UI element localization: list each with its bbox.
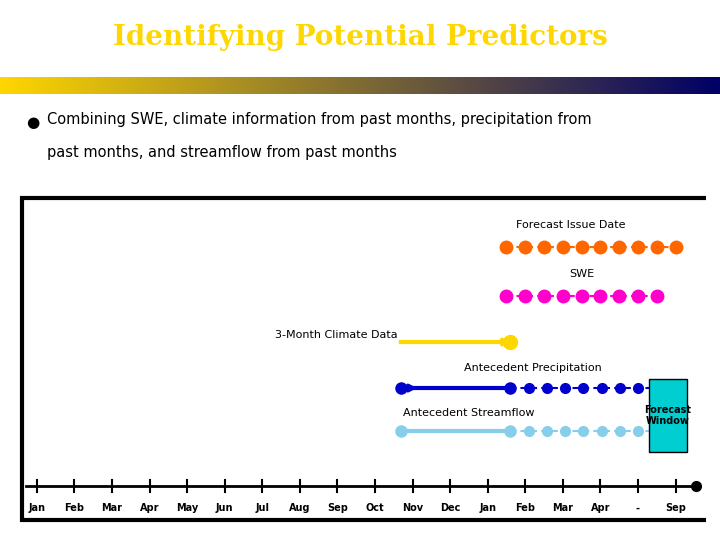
Text: Forecast
Window: Forecast Window <box>644 405 691 427</box>
Text: -: - <box>636 503 640 514</box>
Text: past months, and streamflow from past months: past months, and streamflow from past mo… <box>47 145 397 160</box>
Text: Dec: Dec <box>440 503 460 514</box>
Text: Jan: Jan <box>28 503 45 514</box>
Text: Apr: Apr <box>590 503 610 514</box>
Text: Mar: Mar <box>102 503 122 514</box>
Text: ●: ● <box>26 115 39 130</box>
Text: Feb: Feb <box>64 503 84 514</box>
Text: Jun: Jun <box>216 503 233 514</box>
Text: May: May <box>176 503 198 514</box>
Text: 3-Month Climate Data: 3-Month Climate Data <box>275 330 397 340</box>
Text: Combining SWE, climate information from past months, precipitation from: Combining SWE, climate information from … <box>47 111 591 126</box>
Text: Antecedent Precipitation: Antecedent Precipitation <box>464 363 602 373</box>
Text: Mar: Mar <box>552 503 573 514</box>
Text: Jul: Jul <box>255 503 269 514</box>
Text: Sep: Sep <box>665 503 686 514</box>
Text: Oct: Oct <box>366 503 384 514</box>
Text: Identifying Potential Predictors: Identifying Potential Predictors <box>112 24 608 51</box>
Text: Feb: Feb <box>516 503 535 514</box>
Text: Sep: Sep <box>327 503 348 514</box>
Text: Apr: Apr <box>140 503 159 514</box>
Text: Nov: Nov <box>402 503 423 514</box>
Text: Aug: Aug <box>289 503 310 514</box>
Text: Jan: Jan <box>480 503 496 514</box>
Bar <box>649 379 687 453</box>
Text: Forecast Issue Date: Forecast Issue Date <box>516 220 625 229</box>
Text: SWE: SWE <box>569 269 594 279</box>
Text: Antecedent Streamflow: Antecedent Streamflow <box>403 408 535 417</box>
